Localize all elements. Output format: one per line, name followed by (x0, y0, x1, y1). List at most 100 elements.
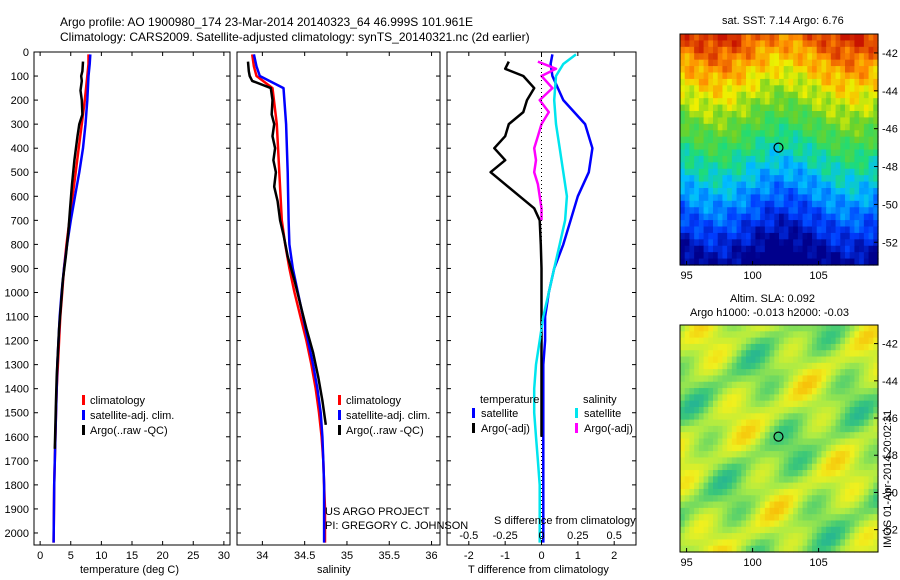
sst-map-cell (717, 149, 724, 157)
sst-map-cell (703, 136, 709, 144)
sla-map-cell (698, 406, 705, 414)
sla-map-cell (708, 362, 714, 370)
sst-map-cell (854, 66, 860, 74)
sla-map-cell (854, 495, 860, 503)
sst-map-cell (873, 78, 879, 86)
sst-map-cell (760, 252, 766, 260)
sst-map-cell (788, 226, 794, 234)
sst-map-cell (849, 258, 856, 266)
sst-map-cell (854, 181, 860, 189)
sst-map-cell (774, 136, 780, 144)
sst-map-cell (783, 117, 790, 125)
sst-map-cell (731, 207, 738, 215)
sst-map-cell (807, 34, 813, 42)
sst-map-cell (703, 123, 709, 131)
sla-map-cell (779, 394, 785, 402)
sla-map-cell (741, 432, 747, 440)
sla-map-cell (849, 526, 856, 534)
sst-map-cell (694, 78, 700, 86)
sla-map-cell (835, 394, 841, 402)
sst-map-cell (708, 104, 714, 112)
sst-map-cell (812, 200, 818, 208)
sla-map-cell (769, 419, 775, 427)
sla-map-cell (727, 451, 733, 459)
sst-map-cell (812, 104, 818, 112)
sst-map-cell (746, 245, 752, 253)
sla-map-cell (722, 331, 728, 339)
sst-map-cell (731, 40, 738, 48)
sst-map-cell (830, 91, 837, 99)
sst-map-cell (793, 98, 799, 106)
sst-map-cell (731, 34, 738, 42)
sla-map-cell (703, 362, 709, 370)
sst-map-cell (802, 168, 808, 176)
sst-map-cell (746, 46, 752, 54)
sla-map-cell (727, 406, 733, 414)
sst-map-cell (760, 149, 766, 157)
sst-map-cell (717, 91, 724, 99)
sla-map-cell (694, 350, 700, 358)
sla-map-cell (689, 457, 695, 465)
sst-map-cell (717, 78, 724, 86)
sst-map-cell (703, 117, 709, 125)
sla-map-cell (727, 356, 733, 364)
sla-map-cell (845, 533, 851, 540)
sst-map-cell (764, 232, 771, 240)
sst-map-cell (708, 168, 714, 176)
sst-map-cell (717, 175, 724, 183)
sla-map-cell (845, 520, 851, 528)
sla-map-cell (783, 343, 790, 351)
sla-map-cell (793, 406, 799, 414)
sst-map-cell (731, 181, 738, 189)
sla-map-cell (731, 350, 738, 358)
sla-map-cell (750, 356, 757, 364)
sla-map-cell (779, 501, 785, 509)
sla-map-cell (797, 400, 804, 408)
sst-map-cell (793, 155, 799, 163)
sla-map-cell (713, 331, 719, 339)
sst-map-cell (793, 239, 799, 247)
sla-map-cell (722, 425, 728, 433)
sst-map-cell (741, 72, 747, 80)
sst-map-cell (760, 136, 766, 144)
sst-map-cell (821, 155, 827, 163)
sst-map-cell (797, 200, 804, 208)
temperature-xtick-label: 20 (157, 550, 169, 562)
sla-map-cell (788, 362, 794, 370)
sla-map-cell (859, 514, 865, 522)
sla-map-cell (727, 425, 733, 433)
sla-map-cell (684, 545, 691, 553)
sst-map-cell (849, 46, 856, 54)
sst-map-cell (727, 194, 733, 202)
sla-map-cell (868, 501, 874, 509)
sst-map-cell (849, 175, 856, 183)
sst-map-cell (797, 34, 804, 42)
sst-map-cell (807, 226, 813, 234)
sla-map-cell (840, 482, 846, 490)
sst-map-cell (764, 72, 771, 80)
sst-map-cell (873, 104, 879, 112)
sla-map-cell (746, 501, 752, 509)
sla-map-cell (689, 337, 695, 345)
sla-map-cell (859, 419, 865, 427)
sla-map-cell (826, 337, 832, 345)
sla-map-cell (868, 476, 874, 484)
sst-map-cell (708, 98, 714, 106)
sla-map-cell (835, 381, 841, 389)
sst-map-cell (713, 34, 719, 42)
sst-map-cell (793, 207, 799, 215)
sst-map-cell (755, 91, 761, 99)
sst-map-cell (859, 117, 865, 125)
sla-map-xtick-label: 95 (680, 557, 692, 569)
sst-map-cell (746, 168, 752, 176)
sst-map-cell (868, 136, 874, 144)
sla-map-cell (750, 325, 757, 332)
sst-map-cell (722, 232, 728, 240)
sla-map-cell (807, 331, 813, 339)
sla-map-cell (760, 400, 766, 408)
sla-map-cell (821, 520, 827, 528)
sst-map-cell (783, 78, 790, 86)
sst-map-cell (859, 136, 865, 144)
sst-map-cell (826, 162, 832, 170)
sla-map-cell (727, 501, 733, 509)
